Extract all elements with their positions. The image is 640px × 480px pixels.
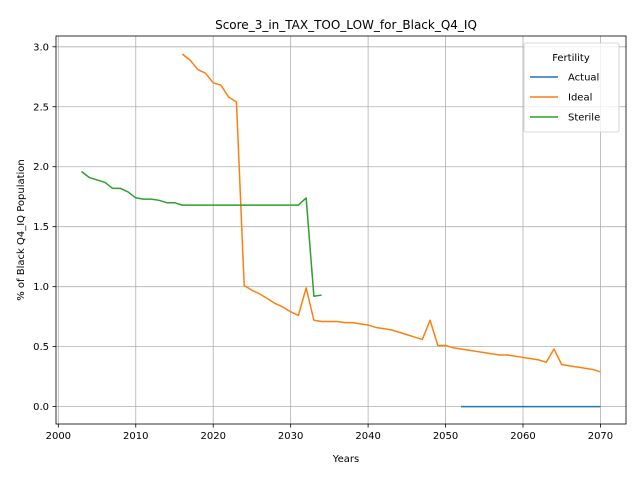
legend-label-sterile: Sterile bbox=[568, 113, 600, 124]
legend-title: Fertility bbox=[552, 53, 590, 64]
y-tick-label: 1.5 bbox=[33, 222, 49, 233]
x-tick-label: 2030 bbox=[278, 431, 303, 442]
x-tick-label: 2020 bbox=[200, 431, 225, 442]
x-tick-label: 2060 bbox=[510, 431, 535, 442]
x-tick-label: 2010 bbox=[123, 431, 148, 442]
chart-title: Score_3_in_TAX_TOO_LOW_for_Black_Q4_IQ bbox=[215, 18, 477, 32]
legend: Fertility Actual Ideal Sterile bbox=[523, 42, 620, 133]
x-tick-label: 2070 bbox=[588, 431, 613, 442]
series-line-ideal bbox=[181, 53, 601, 373]
x-axis-ticks: 2000 2010 2020 2030 2040 2050 2060 2070 bbox=[46, 424, 613, 442]
y-tick-label: 0.0 bbox=[33, 402, 49, 413]
y-tick-label: 2.5 bbox=[33, 102, 49, 113]
y-axis-title: % of Black Q4_IQ Population bbox=[16, 159, 27, 301]
y-axis-ticks: 0.0 0.5 1.0 1.5 2.0 2.5 3.0 bbox=[33, 42, 56, 413]
y-tick-label: 1.0 bbox=[33, 282, 49, 293]
legend-label-ideal: Ideal bbox=[568, 93, 592, 104]
legend-box bbox=[523, 42, 620, 133]
series-lines bbox=[81, 53, 601, 408]
y-tick-label: 3.0 bbox=[33, 42, 49, 53]
x-tick-label: 2050 bbox=[433, 431, 458, 442]
x-axis-title: Years bbox=[332, 454, 359, 465]
x-tick-label: 2040 bbox=[355, 431, 380, 442]
y-tick-label: 2.0 bbox=[33, 162, 49, 173]
y-tick-label: 0.5 bbox=[33, 342, 49, 353]
legend-label-actual: Actual bbox=[568, 73, 599, 84]
x-tick-label: 2000 bbox=[46, 431, 71, 442]
series-line-sterile bbox=[81, 170, 322, 298]
plot-area-frame bbox=[55, 35, 627, 425]
legend-entries: Actual Ideal Sterile bbox=[530, 73, 600, 124]
